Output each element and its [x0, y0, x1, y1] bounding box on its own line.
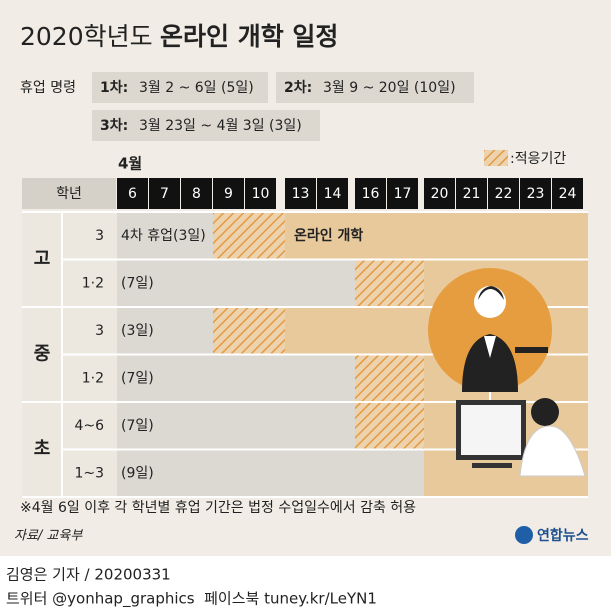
date-cell: [520, 178, 551, 209]
closure-span: [117, 402, 355, 450]
closure-span: [117, 354, 355, 402]
date-label: 21: [463, 186, 481, 202]
grade-cell: [62, 212, 117, 260]
level-cell: [22, 307, 62, 402]
date-cell: [488, 178, 519, 209]
date-label: 16: [362, 186, 380, 202]
notice-prefix: 3차:: [100, 118, 128, 134]
level-label: 중: [34, 344, 51, 365]
date-label: 9: [224, 186, 233, 202]
closure-span: [117, 449, 424, 497]
level-label: 초: [34, 439, 51, 460]
title-light: 2020학년도: [20, 22, 153, 51]
level-cell: [22, 402, 62, 497]
row-note: (9일): [121, 465, 154, 481]
credit: 김영은 기자 / 20200331: [6, 566, 171, 584]
row-note: 4차 휴업(3일): [121, 228, 206, 244]
grade-label: 4~6: [74, 418, 104, 434]
notice-box: [276, 72, 474, 103]
grade-cell: [62, 259, 117, 307]
grade-cell: [62, 354, 117, 402]
adaptation-span: [355, 259, 424, 307]
date-label: 24: [559, 186, 577, 202]
date-cell: [117, 178, 148, 209]
date-cell: [355, 178, 386, 209]
grade-cell: [62, 307, 117, 355]
closure-span: [117, 212, 213, 260]
notice-text: 3월 9 ~ 20일 (10일): [323, 80, 456, 96]
corner-cell: [22, 178, 116, 209]
date-cell: [552, 178, 583, 209]
row-note: (3일): [121, 323, 154, 339]
logo-icon: [515, 526, 533, 544]
notice-prefix: 2차:: [284, 80, 312, 96]
notice-text: 3월 2 ~ 6일 (5일): [139, 80, 254, 96]
level-label: 고: [34, 249, 51, 270]
date-label: 17: [394, 186, 412, 202]
row-note: (7일): [121, 370, 154, 386]
row-status: 온라인 개학: [294, 227, 363, 244]
grade-label: 3: [95, 228, 104, 244]
level-cell: [22, 212, 62, 307]
date-cell: [245, 178, 276, 209]
notice-label: 휴업 명령: [20, 80, 76, 96]
date-label: 6: [128, 186, 137, 202]
illustration: [428, 268, 586, 477]
row-note: (7일): [121, 418, 154, 434]
date-label: 13: [292, 186, 310, 202]
date-cell: [456, 178, 487, 209]
date-label: 20: [431, 186, 449, 202]
adaptation-span: [355, 402, 424, 450]
date-cell: [181, 178, 212, 209]
date-label: 14: [324, 186, 342, 202]
notice-box: [92, 110, 320, 141]
footnote: ※4월 6일 이후 각 학년별 휴업 기간은 법정 수업일수에서 감축 허용: [20, 500, 416, 516]
closure-span: [117, 307, 213, 355]
notice-prefix: 1차:: [100, 80, 128, 96]
date-cell: [149, 178, 180, 209]
legend-label: :적응기간: [510, 151, 566, 167]
source: 자료/ 교육부: [14, 529, 83, 544]
notice-text: 3월 23일 ~ 4월 3일 (3일): [139, 118, 302, 134]
corner-label: 학년: [56, 186, 82, 202]
grade-label: 1·2: [82, 275, 104, 291]
legend-swatch: [484, 150, 508, 166]
month-label: 4월: [118, 155, 142, 173]
grade-cell: [62, 449, 117, 497]
date-label: 10: [252, 186, 270, 202]
date-cell: [387, 178, 418, 209]
social: 트위터 @yonhap_graphics 페이스북 tuney.kr/LeYN1: [6, 590, 377, 609]
row-note: (7일): [121, 275, 154, 291]
date-label: 22: [495, 186, 513, 202]
date-cell: [285, 178, 316, 209]
date-cell: [317, 178, 348, 209]
date-label: 23: [527, 186, 545, 202]
title-bold: 온라인 개학 일정: [160, 22, 338, 51]
logo: 연합뉴스: [537, 527, 589, 544]
date-label: 7: [160, 186, 169, 202]
adaptation-span: [213, 307, 285, 355]
date-cell: [213, 178, 244, 209]
grade-cell: [62, 402, 117, 450]
grade-label: 1·2: [82, 370, 104, 386]
date-label: 8: [192, 186, 201, 202]
notice-box: [92, 72, 268, 103]
closure-span: [117, 259, 355, 307]
grade-label: 1~3: [74, 465, 104, 481]
grade-label: 3: [95, 323, 104, 339]
adaptation-span: [355, 354, 424, 402]
date-cell: [424, 178, 455, 209]
online-span: [285, 212, 588, 260]
adaptation-span: [213, 212, 285, 260]
